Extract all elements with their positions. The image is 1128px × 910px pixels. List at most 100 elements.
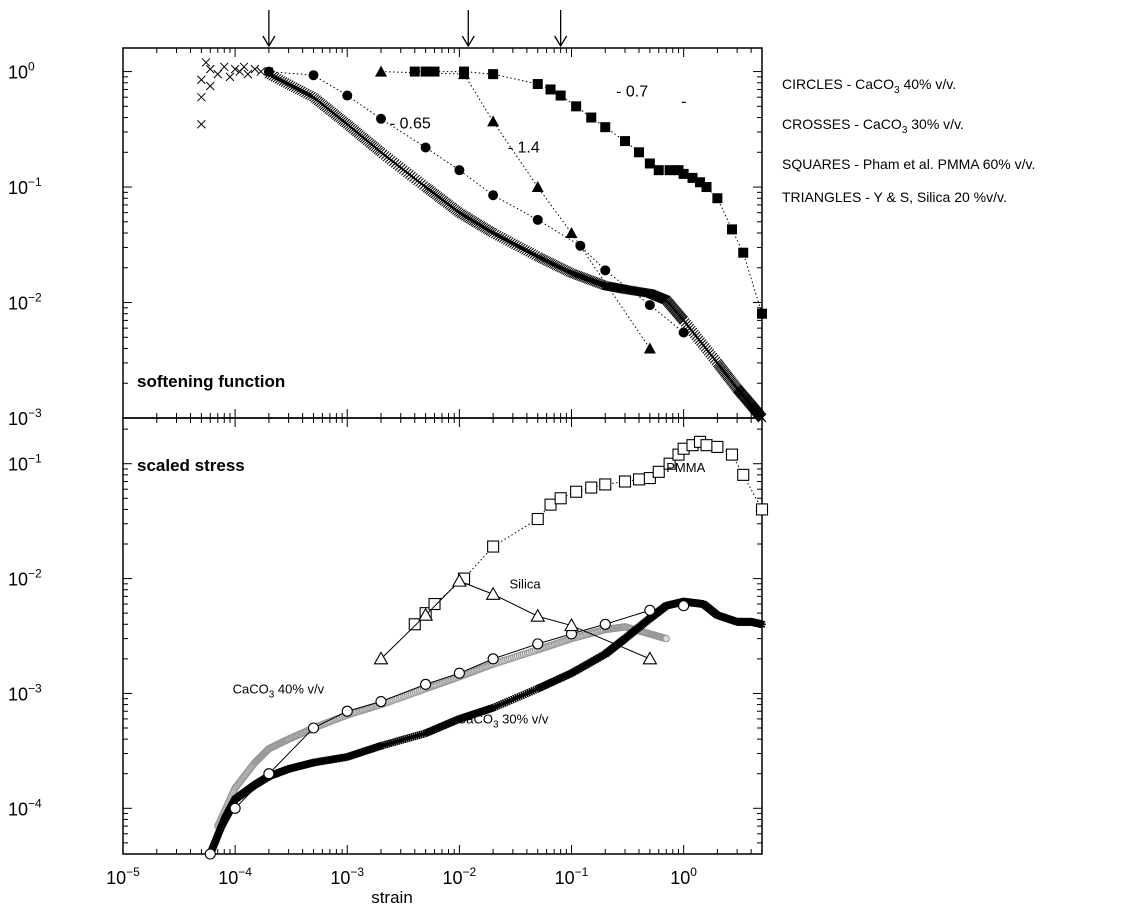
pmma-point: [429, 599, 440, 610]
annotation: - 0.65: [390, 116, 431, 133]
pmma-point: [571, 486, 582, 497]
squares-point: [634, 147, 644, 157]
crosses-point: [197, 93, 205, 101]
pmma-point: [555, 493, 566, 504]
caco3-40-v-v-point: [264, 769, 274, 779]
pmma-point: [738, 469, 749, 480]
caco3-40-v-v-gray-point: [663, 635, 669, 641]
squares-point: [421, 67, 431, 77]
circles-point: [342, 91, 352, 101]
circles-point: [488, 190, 498, 200]
series-pmma: [409, 436, 767, 629]
caco3-40-v-v-point: [488, 654, 498, 664]
circles-point: [421, 143, 431, 153]
caco3-40-v-v-point: [342, 706, 352, 716]
circles-point: [454, 165, 464, 175]
legend-entry-crosses: CROSSES - CaCO3 30% v/v.: [782, 116, 1122, 139]
squares-point: [645, 158, 655, 168]
annotation: Silica: [510, 576, 542, 591]
crosses-point: [214, 70, 222, 78]
caco3-40-v-v-point: [454, 668, 464, 678]
silica-point: [531, 610, 544, 622]
y-tick-label: 10−4: [8, 796, 42, 819]
triangles-point: [375, 66, 387, 77]
series-circles: [264, 67, 689, 338]
caco3-40-v-v-point: [421, 679, 431, 689]
triangles-line: [381, 72, 650, 349]
squares-point: [488, 69, 498, 79]
x-tick-label: 100: [670, 865, 697, 888]
pmma-point: [532, 514, 543, 525]
squares-point: [712, 193, 722, 203]
x-tick-label: 10−1: [555, 865, 589, 888]
annotation: CaCO3 40% v/v: [233, 681, 325, 700]
x-axis-label: strain: [371, 888, 413, 907]
crosses-point: [244, 70, 252, 78]
squares-point: [727, 224, 737, 234]
series-caco3-40-v-v: [205, 601, 688, 859]
crosses-point: [202, 58, 210, 66]
squares-point: [430, 67, 440, 77]
top-plot-frame: [123, 48, 762, 418]
squares-point: [586, 113, 596, 123]
circles-point: [533, 215, 543, 225]
y-tick-label: 10−1: [8, 175, 42, 198]
legend-text: CROSSES - CaCO: [782, 116, 902, 132]
pmma-point: [619, 476, 630, 487]
pmma-point: [712, 441, 723, 452]
softening-function-panel: softening function 100 10−1 10−2 10−3 - 0.65…: [8, 48, 767, 429]
annotation: -: [681, 93, 686, 110]
squares-point: [679, 169, 689, 179]
squares-point: [571, 101, 581, 111]
y-tick-label: 10−2: [8, 567, 42, 590]
circles-point: [575, 241, 585, 251]
strain-arrows: [263, 10, 567, 46]
caco3-40-v-v-point: [533, 639, 543, 649]
bottom-panel-title: scaled stress: [137, 456, 245, 475]
squares-point: [757, 309, 767, 319]
circles-point: [264, 67, 274, 77]
series-triangles: [375, 66, 656, 354]
annotation: PMMA: [666, 460, 705, 475]
x-tick-label: 10−4: [218, 865, 252, 888]
legend-text: TRIANGLES - Y & S, Silica 20 %v/v.: [782, 189, 1007, 205]
legend-text: CIRCLES - CaCO: [782, 76, 894, 92]
y-tick-label: 10−2: [8, 291, 42, 314]
crosses-point: [251, 65, 259, 73]
silica-point: [487, 588, 500, 600]
squares-point: [546, 84, 556, 94]
y-tick-label: 10−3: [8, 406, 42, 429]
x-tick-label: 10−3: [330, 865, 364, 888]
crosses-point: [257, 68, 265, 76]
crosses-point: [220, 63, 228, 71]
squares-point: [738, 248, 748, 258]
pmma-point: [726, 449, 737, 460]
crosses-point: [197, 76, 205, 84]
squares-point: [620, 136, 630, 146]
legend-entry-circles: CIRCLES - CaCO3 40% v/v.: [782, 76, 1122, 99]
top-panel-title: softening function: [137, 372, 285, 391]
annotation: - 1.4: [508, 139, 540, 156]
legend: CIRCLES - CaCO3 40% v/v. CROSSES - CaCO3 …: [782, 76, 1122, 222]
squares-point: [665, 165, 675, 175]
y-tick-label: 10−1: [8, 452, 42, 475]
squares-point: [702, 182, 712, 192]
scaled-stress-panel: scaled stress 10−5 10−4 10−3 10−2 10−1 100 10−…: [8, 418, 768, 888]
legend-entry-triangles: TRIANGLES - Y & S, Silica 20 %v/v.: [782, 189, 1122, 205]
x-tick-label: 10−2: [443, 865, 477, 888]
legend-text: SQUARES - Pham et al. PMMA 60% v/v.: [782, 156, 1035, 172]
x-tick-label: 10−5: [106, 865, 140, 888]
y-tick-label: 100: [8, 60, 35, 83]
squares-point: [556, 91, 566, 101]
crosses-point: [197, 120, 205, 128]
circles-point: [376, 114, 386, 124]
pmma-point: [488, 541, 499, 552]
pmma-point: [545, 499, 556, 510]
squares-point: [533, 79, 543, 89]
crosses-point: [240, 63, 248, 71]
caco3-40-v-v-point: [205, 849, 215, 859]
squares-point: [654, 165, 664, 175]
circles-point: [645, 300, 655, 310]
caco3-40-v-v-point: [600, 619, 610, 629]
crosses-point: [206, 82, 214, 90]
